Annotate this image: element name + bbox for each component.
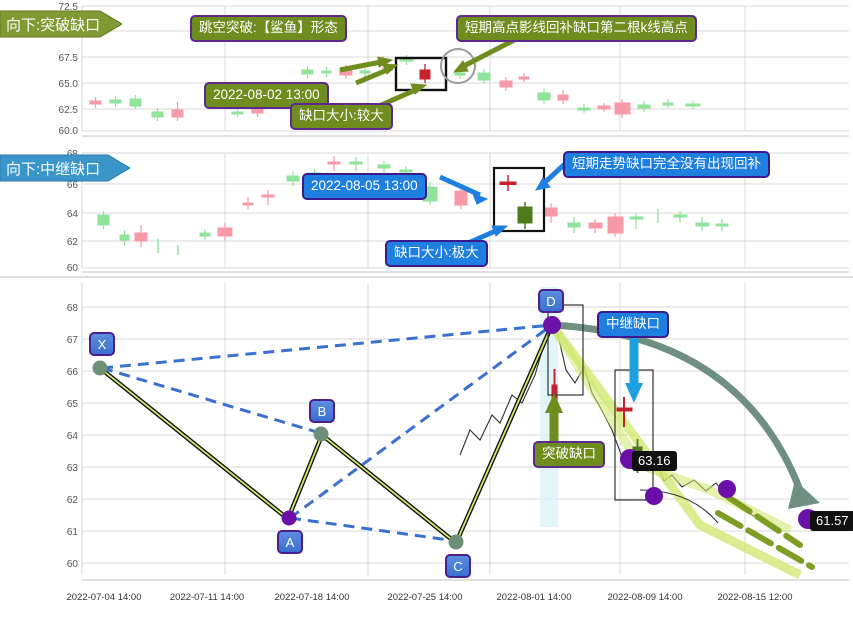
annotation-breakaway-gap: 突破缺口 xyxy=(533,441,605,468)
xtick-label: 2022-07-25 14:00 xyxy=(387,592,462,603)
pattern-point-A[interactable]: A xyxy=(277,530,303,554)
banner-continuation-gap: 向下:中继缺口 xyxy=(0,153,136,183)
ytick-label: 67.5 xyxy=(59,53,79,64)
middle-panel-arrows xyxy=(438,161,568,254)
projected-descending-dashes xyxy=(715,494,815,570)
main-pattern-panel: 68 67 66 65 64 63 62 61 60 xyxy=(0,275,853,617)
annotation-gap-size: 缺口大小:较大 xyxy=(290,103,393,130)
pattern-point-label: C xyxy=(453,558,463,574)
banner-breakaway-gap: 向下:突破缺口 xyxy=(0,9,128,39)
annotation-gap-datetime: 2022-08-05 13:00 xyxy=(302,173,427,200)
ytick-label: 72.5 xyxy=(59,2,79,13)
xtick-label: 2022-07-11 14:00 xyxy=(170,592,244,603)
main-panel-svg: 68 67 66 65 64 63 62 61 60 xyxy=(0,276,853,581)
xaxis-labels: 2022-07-04 14:00 2022-07-11 14:00 2022-0… xyxy=(66,592,792,603)
gap-highlight-circle xyxy=(440,48,476,84)
ytick-label: 65 xyxy=(67,399,79,410)
ytick-label: 60 xyxy=(67,559,79,570)
banner-label: 向下:突破缺口 xyxy=(6,16,101,34)
gap-box-breakaway xyxy=(547,304,584,396)
xtick-label: 2022-08-15 12:00 xyxy=(717,592,792,603)
xtick-label: 2022-07-04 14:00 xyxy=(66,592,141,603)
banner-label: 向下:中继缺口 xyxy=(6,160,101,178)
ytick-label: 60 xyxy=(67,263,79,274)
main-panel-grid xyxy=(81,283,849,581)
ytick-label: 60.0 xyxy=(59,126,79,137)
pattern-point-X[interactable]: X xyxy=(89,332,115,356)
ytick-label: 64 xyxy=(67,209,79,220)
ytick-label: 62 xyxy=(67,495,79,506)
annotation-gap-high-point: 短期高点影线回补缺口第二根k线高点 xyxy=(456,15,697,42)
pattern-point-label: B xyxy=(317,403,327,419)
annotation-no-refill: 短期走势缺口完全没有出现回补 xyxy=(563,151,770,178)
middle-panel-candles xyxy=(97,156,729,255)
ytick-label: 64 xyxy=(67,431,79,442)
main-panel-yticks: 68 67 66 65 64 63 62 61 60 xyxy=(67,303,79,570)
pattern-point-label: A xyxy=(285,534,295,550)
pattern-point-B[interactable]: B xyxy=(309,399,335,423)
annotation-gap-datetime: 2022-08-02 13:00 xyxy=(204,82,329,109)
projection-dashed-lines xyxy=(101,323,553,543)
pattern-point-D[interactable]: D xyxy=(538,289,564,313)
ytick-label: 68 xyxy=(67,303,79,314)
ytick-label: 67 xyxy=(67,335,79,346)
pattern-point-label: D xyxy=(546,293,556,309)
ytick-label: 61 xyxy=(67,527,79,538)
pattern-point-C[interactable]: C xyxy=(445,554,471,578)
gap-highlight-box xyxy=(394,56,448,92)
ytick-label: 62 xyxy=(67,237,79,248)
price-marker-63-16: 63.16 xyxy=(632,451,677,471)
top-gap-panel: 72.5 70.0 67.5 65.0 62.5 60.0 xyxy=(0,0,853,145)
annotation-gap-size: 缺口大小:极大 xyxy=(385,240,488,267)
xtick-label: 2022-08-01 14:00 xyxy=(496,592,571,603)
top-panel-arrows xyxy=(339,32,526,113)
ytick-label: 65.0 xyxy=(59,79,79,90)
ytick-label: 62.5 xyxy=(59,105,79,116)
annotation-continuation-gap: 中继缺口 xyxy=(597,311,669,338)
price-marker-61-57: 61.57 xyxy=(810,511,853,531)
annotation-shark-pattern: 跳空突破:【鲨鱼】形态 xyxy=(190,15,347,42)
pattern-point-label: X xyxy=(97,336,107,352)
xtick-label: 2022-07-18 14:00 xyxy=(274,592,349,603)
gap-highlight-box xyxy=(492,166,546,233)
ytick-label: 66 xyxy=(67,367,79,378)
xtick-label: 2022-08-09 14:00 xyxy=(607,592,682,603)
ytick-label: 63 xyxy=(67,463,79,474)
top-panel-candles xyxy=(89,55,701,121)
ytick-label: 66 xyxy=(67,180,79,191)
middle-gap-panel: 68 66 64 62 60 xyxy=(0,145,853,275)
